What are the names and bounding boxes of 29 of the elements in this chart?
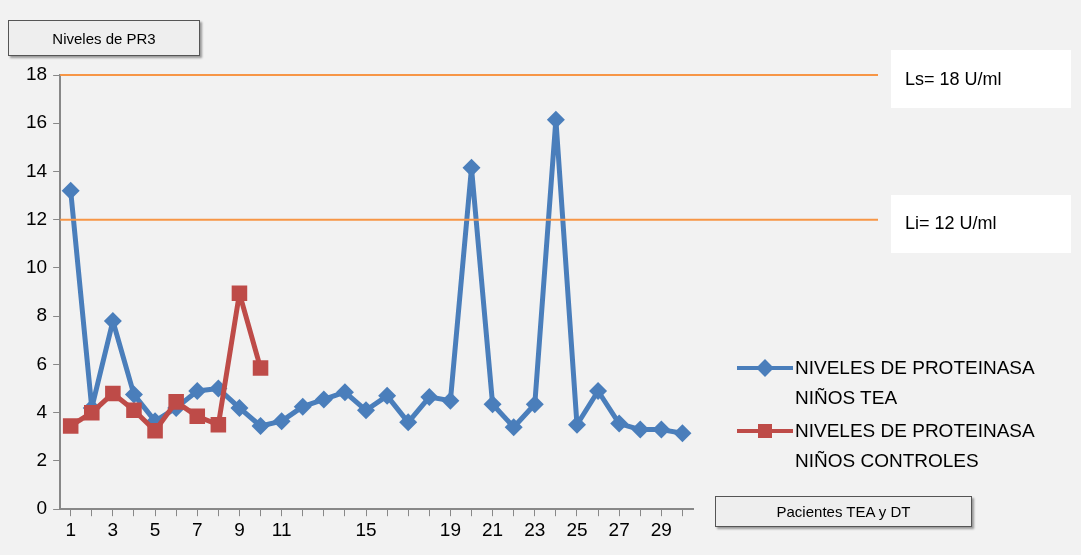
y-tick-label: 4 [36,400,48,422]
x-tick-label: 21 [482,518,504,540]
x-tick-label: 15 [355,518,377,540]
y-tick-label: 12 [25,207,48,229]
legend-label: NIVELES DE PROTEINASA NIÑOS CONTROLES [795,419,1036,473]
y-tick-label: 10 [25,256,48,278]
legend-label: NIVELES DE PROTEINASA NIÑOS TEA [795,356,1036,410]
y-tick-label: 18 [25,63,48,85]
y-axis-title: Niveles de PR3 [8,20,200,56]
x-tick-label: 3 [107,518,119,540]
text: Pacientes TEA y DT [715,496,972,527]
y-tick-label: 14 [25,159,48,181]
ref-line-label: Ls= 18 U/ml [891,50,1071,108]
y-tick-label: 0 [36,497,48,519]
x-tick-label: 25 [566,518,588,540]
x-tick-label: 27 [608,518,630,540]
y-tick-label: 6 [36,352,48,374]
x-tick-label: 11 [271,518,292,540]
ref-line-label: Li= 12 U/ml [891,194,1071,253]
x-tick-label: 9 [234,518,245,540]
x-tick-label: 29 [650,518,672,540]
y-tick-label: 2 [36,449,48,471]
y-tick-label: 8 [36,304,48,326]
x-tick-label: 23 [524,518,546,540]
y-tick-label: 16 [25,111,48,133]
x-tick-label: 19 [439,518,461,540]
x-tick-label: 7 [191,518,203,540]
x-tick-label: 5 [149,518,161,540]
x-tick-label: 1 [65,518,76,540]
